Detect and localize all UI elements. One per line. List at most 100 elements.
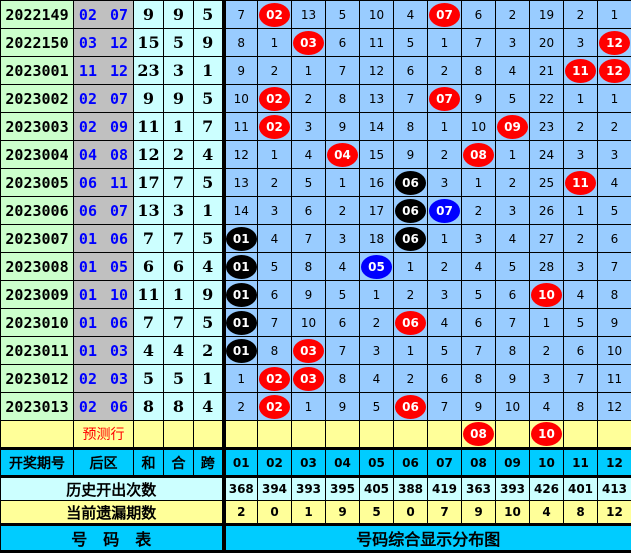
hit-ball-red: 03 (293, 367, 324, 391)
number-cell: 7 (224, 1, 258, 29)
number-cell: 26 (530, 197, 564, 225)
back-zone-cell: 03 12 (74, 29, 134, 57)
header-number: 01 (224, 449, 258, 477)
current_miss-value: 5 (360, 501, 394, 525)
sum-cell: 6 (134, 253, 164, 281)
hit-ball-red: 02 (259, 87, 290, 111)
current_miss-value: 9 (462, 501, 496, 525)
number-cell: 2 (394, 365, 428, 393)
span-cell: 1 (194, 197, 224, 225)
span-cell: 5 (194, 85, 224, 113)
number-cell: 6 (394, 57, 428, 85)
number-cell: 1 (292, 393, 326, 421)
footer-row: 号 码 表号码综合显示分布图 (1, 525, 631, 552)
number-cell: 6 (326, 29, 360, 57)
back-zone-cell: 04 08 (74, 141, 134, 169)
number-cell: 5 (326, 1, 360, 29)
back-zone-cell: 02 07 (74, 1, 134, 29)
number-cell: 1 (326, 169, 360, 197)
number-cell: 5 (564, 309, 598, 337)
number-cell: 06 (394, 169, 428, 197)
period-cell: 2023007 (1, 225, 74, 253)
current_miss-value: 0 (258, 501, 292, 525)
number-cell: 2 (428, 141, 462, 169)
number-cell: 10 (530, 281, 564, 309)
sum-cell: 4 (134, 337, 164, 365)
hit-ball-red: 12 (599, 31, 630, 55)
number-cell: 7 (428, 393, 462, 421)
number-cell: 1 (564, 197, 598, 225)
back-zone-cell: 06 07 (74, 197, 134, 225)
number-cell: 12 (598, 29, 631, 57)
number-cell: 3 (496, 197, 530, 225)
history-value: 419 (428, 477, 462, 501)
number-cell: 7 (292, 225, 326, 253)
number-cell: 1 (428, 225, 462, 253)
header-number: 11 (564, 449, 598, 477)
number-cell: 10 (530, 421, 564, 449)
number-cell: 12 (598, 393, 631, 421)
sum-cell: 12 (134, 141, 164, 169)
number-cell: 10 (462, 113, 496, 141)
number-cell: 04 (326, 141, 360, 169)
period-cell: 2022150 (1, 29, 74, 57)
span-cell: 5 (194, 225, 224, 253)
number-cell: 5 (394, 29, 428, 57)
number-cell: 6 (564, 337, 598, 365)
number-cell: 9 (326, 393, 360, 421)
back-zone-cell: 02 03 (74, 365, 134, 393)
number-cell: 14 (360, 113, 394, 141)
header-number: 06 (394, 449, 428, 477)
number-cell: 6 (462, 1, 496, 29)
number-cell: 01 (224, 253, 258, 281)
number-cell: 5 (598, 197, 631, 225)
header-number: 02 (258, 449, 292, 477)
number-cell: 5 (360, 393, 394, 421)
current_miss-value: 8 (564, 501, 598, 525)
number-cell: 06 (394, 225, 428, 253)
history-value: 388 (394, 477, 428, 501)
number-cell: 8 (564, 393, 598, 421)
back-zone-cell: 02 06 (74, 393, 134, 421)
number-cell: 8 (326, 365, 360, 393)
span-cell: 9 (194, 29, 224, 57)
number-cell: 01 (224, 309, 258, 337)
header-he: 合 (164, 449, 194, 477)
number-cell: 4 (530, 393, 564, 421)
history-value: 394 (258, 477, 292, 501)
number-cell: 11 (224, 113, 258, 141)
number-cell: 6 (292, 197, 326, 225)
sum-cell: 13 (134, 197, 164, 225)
number-cell: 5 (496, 253, 530, 281)
hit-ball-red: 11 (565, 171, 596, 195)
number-cell: 2 (598, 113, 631, 141)
number-cell: 2 (462, 197, 496, 225)
hit-ball-red: 06 (395, 395, 426, 419)
hit-ball-blue: 07 (429, 199, 460, 223)
history-value: 395 (326, 477, 360, 501)
number-cell: 4 (496, 57, 530, 85)
back-zone-cell: 02 09 (74, 113, 134, 141)
number-cell: 1 (394, 337, 428, 365)
number-cell: 5 (326, 281, 360, 309)
sum-cell: 5 (134, 365, 164, 393)
period-cell: 2023010 (1, 309, 74, 337)
number-cell: 3 (326, 225, 360, 253)
number-cell: 9 (598, 309, 631, 337)
header-number: 08 (462, 449, 496, 477)
span-cell: 7 (194, 113, 224, 141)
number-cell: 2 (326, 197, 360, 225)
number-cell: 2 (428, 253, 462, 281)
number-cell (496, 421, 530, 449)
hit-ball-red: 11 (565, 59, 596, 83)
number-cell: 1 (530, 309, 564, 337)
number-cell: 06 (394, 393, 428, 421)
sum-cell: 9 (134, 85, 164, 113)
current_miss-value: 12 (598, 501, 631, 525)
number-cell: 02 (258, 365, 292, 393)
number-cell: 2 (530, 337, 564, 365)
